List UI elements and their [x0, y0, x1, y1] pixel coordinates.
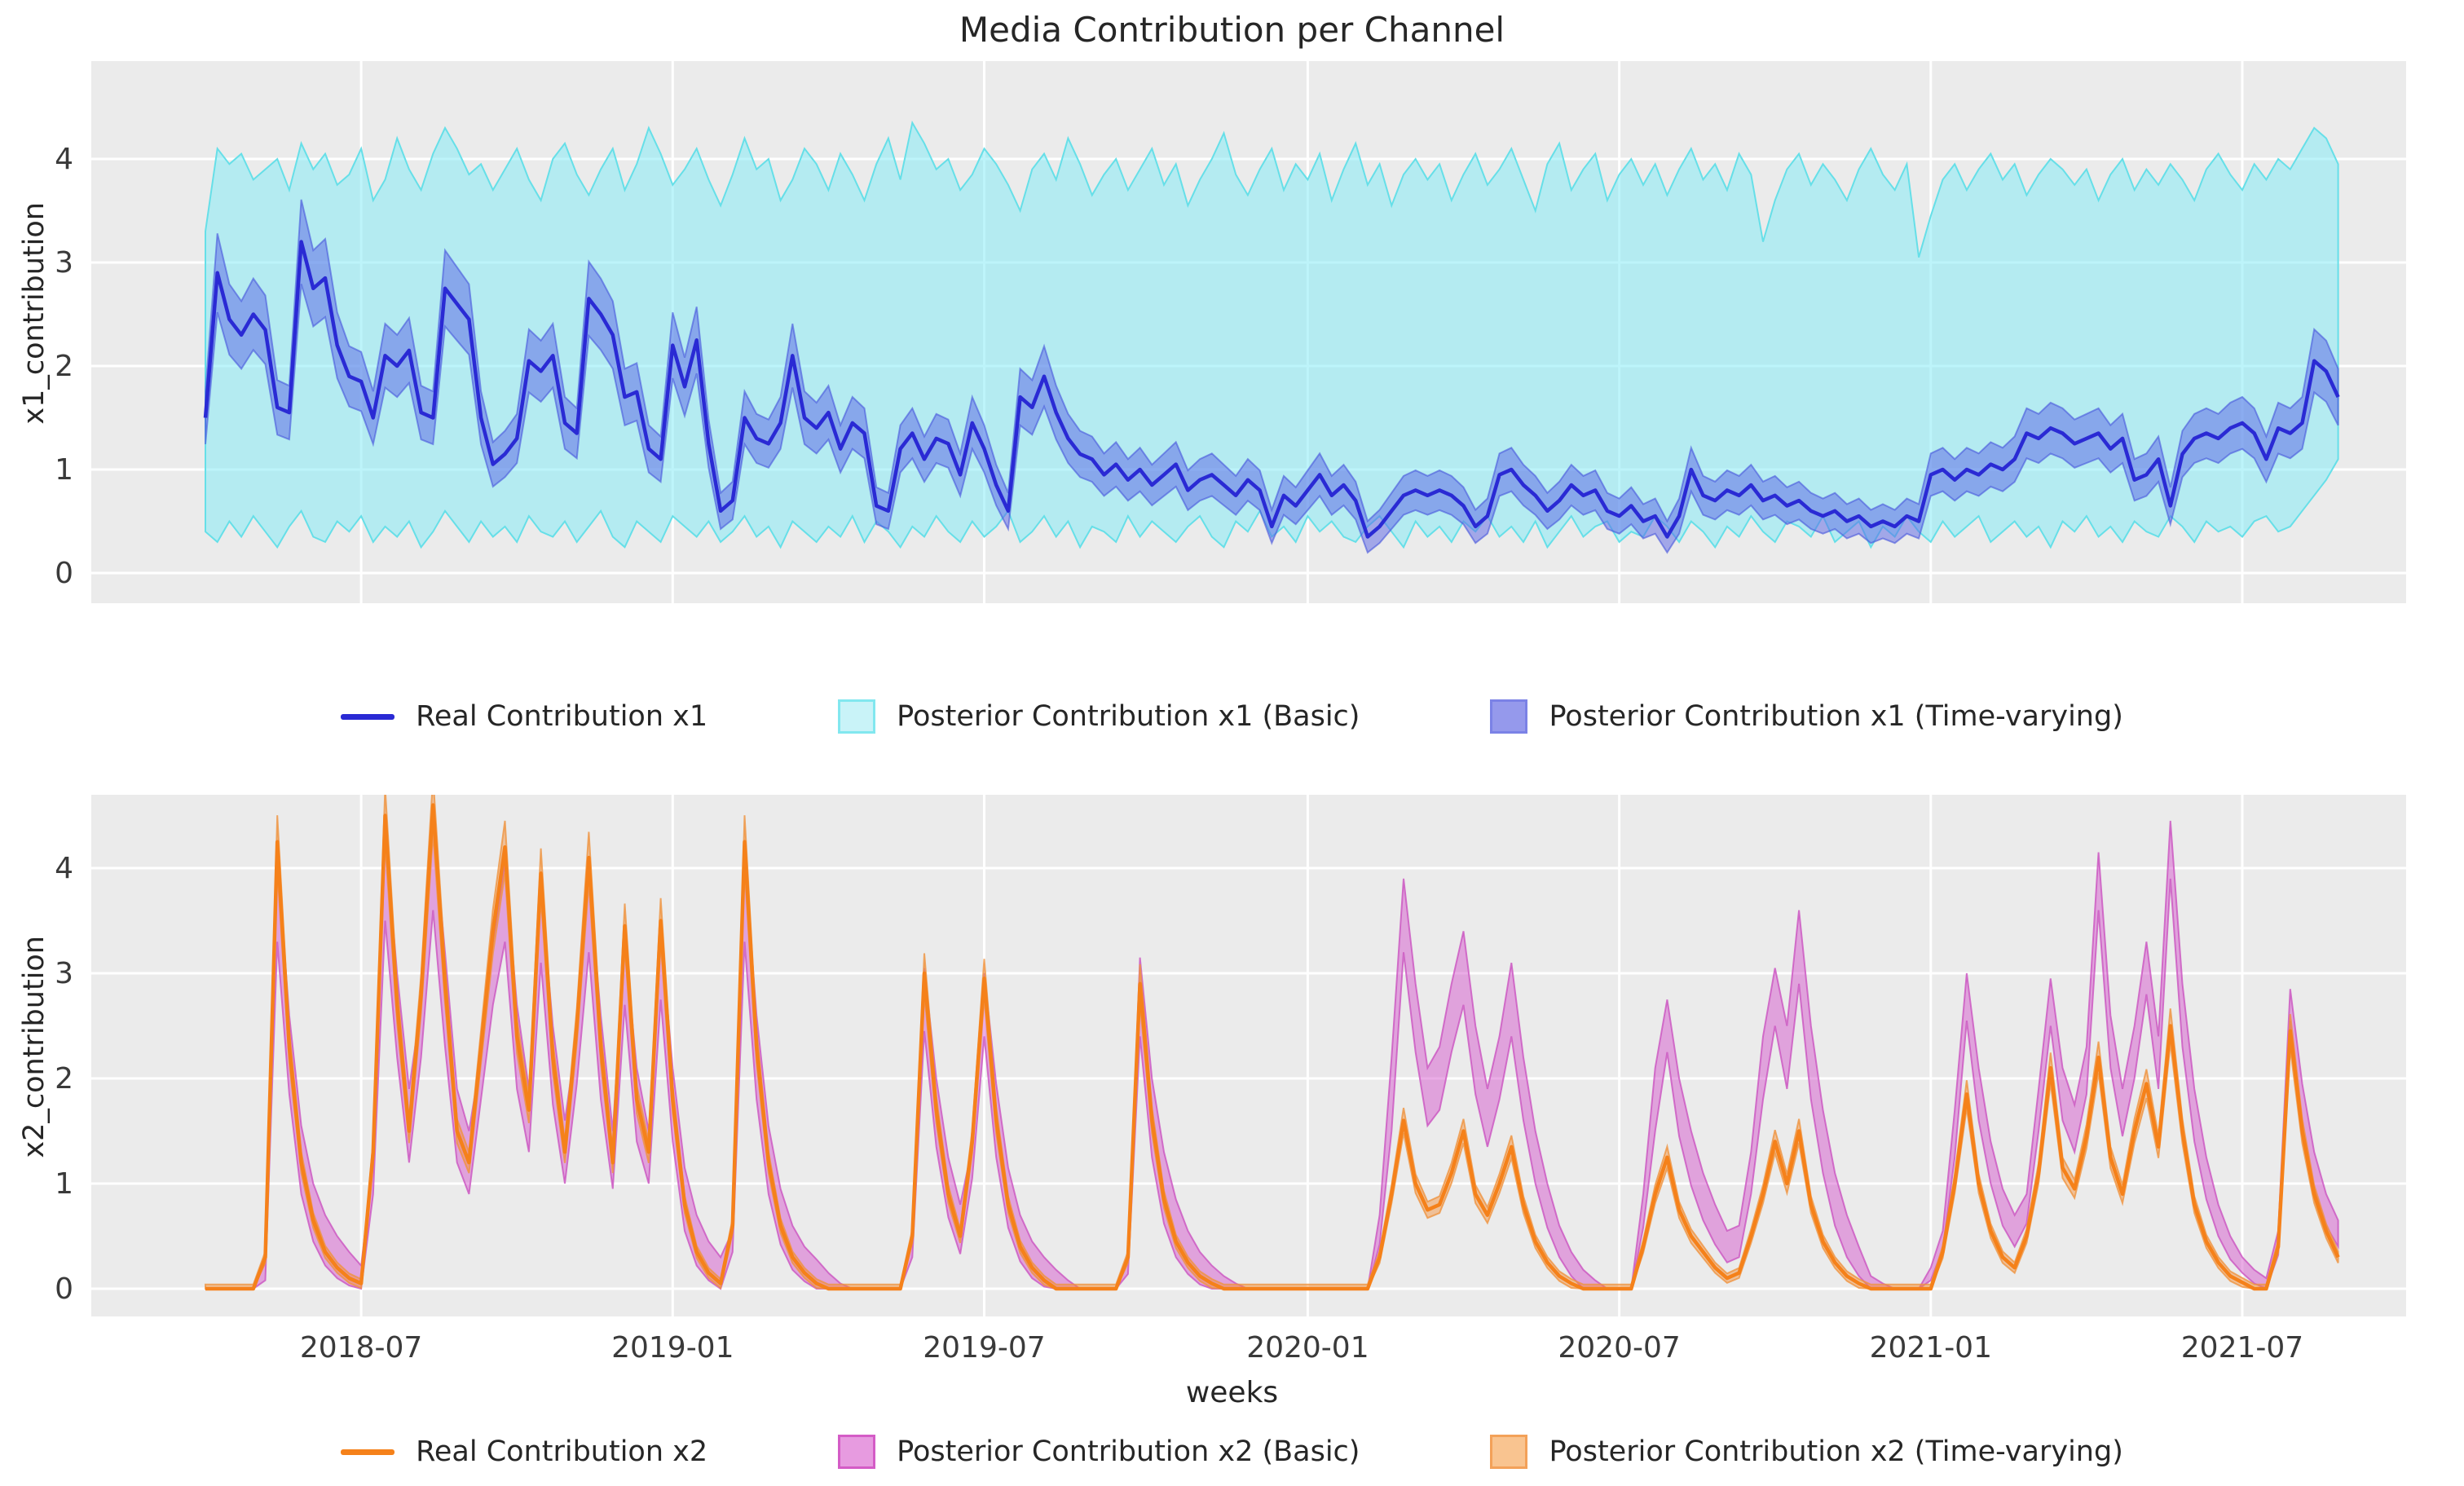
posterior-basic-x1-patch-swatch [838, 699, 876, 734]
legend-label: Posterior Contribution x2 (Time-varying) [1549, 1435, 2123, 1468]
svg-text:2020-07: 2020-07 [1558, 1331, 1680, 1365]
legend-label: Real Contribution x1 [416, 700, 708, 733]
svg-text:1: 1 [55, 1167, 73, 1201]
legend-item-real-x2: Real Contribution x2 [341, 1435, 707, 1468]
svg-text:1: 1 [55, 453, 73, 487]
legend-x2: Real Contribution x2 Posterior Contribut… [0, 1435, 2464, 1469]
legend-label: Real Contribution x2 [416, 1435, 708, 1468]
y-axis-label-x1: x1_contribution [18, 202, 51, 425]
svg-text:3: 3 [55, 246, 73, 280]
legend-label: Posterior Contribution x2 (Basic) [897, 1435, 1360, 1468]
legend-item-timevarying-x2: Posterior Contribution x2 (Time-varying) [1490, 1435, 2123, 1469]
svg-text:2: 2 [55, 1062, 73, 1096]
posterior-basic-x2-patch-swatch [838, 1435, 876, 1469]
svg-text:0: 0 [55, 1272, 73, 1306]
legend-label: Posterior Contribution x1 (Time-varying) [1549, 700, 2123, 733]
svg-text:0: 0 [55, 557, 73, 590]
legend-item-basic-x2: Posterior Contribution x2 (Basic) [838, 1435, 1360, 1469]
legend-item-timevarying-x1: Posterior Contribution x1 (Time-varying) [1490, 699, 2123, 734]
svg-text:2: 2 [55, 350, 73, 383]
real-x2-line-swatch [341, 1449, 395, 1455]
real-x1-line-swatch [341, 713, 395, 720]
legend-x1: Real Contribution x1 Posterior Contribut… [0, 699, 2464, 734]
svg-text:2020-01: 2020-01 [1246, 1331, 1369, 1365]
posterior-timevarying-x2-patch-swatch [1490, 1435, 1528, 1469]
x-axis-label: weeks [1185, 1376, 1279, 1409]
svg-text:2018-07: 2018-07 [300, 1331, 422, 1365]
chart-title: Media Contribution per Channel [959, 10, 1505, 50]
svg-text:3: 3 [55, 957, 73, 990]
x2-contribution-chart: 0 1 2 3 4 2018-07 2019-01 2019-07 2020-01 2020-07… [55, 795, 2406, 1365]
y-axis-label-x2: x2_contribution [18, 936, 51, 1158]
x1-contribution-chart: 0 1 2 3 4 [55, 61, 2406, 603]
legend-label: Posterior Contribution x1 (Basic) [897, 700, 1360, 733]
svg-text:4: 4 [55, 852, 73, 885]
posterior-timevarying-x1-patch-swatch [1490, 699, 1528, 734]
svg-text:4: 4 [55, 143, 73, 176]
svg-text:2019-07: 2019-07 [923, 1331, 1045, 1365]
legend-item-basic-x1: Posterior Contribution x1 (Basic) [838, 699, 1360, 734]
svg-text:2021-01: 2021-01 [1870, 1331, 1992, 1365]
svg-text:2019-01: 2019-01 [611, 1331, 734, 1365]
legend-item-real-x1: Real Contribution x1 [341, 700, 707, 733]
svg-text:2021-07: 2021-07 [2181, 1331, 2303, 1365]
